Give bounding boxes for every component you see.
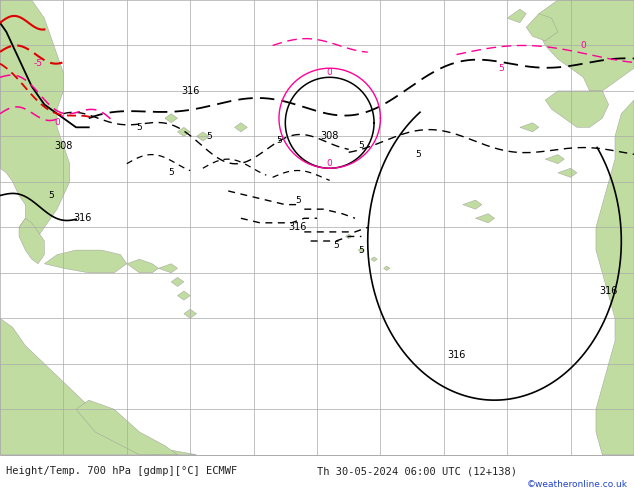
Text: Th 30-05-2024 06:00 UTC (12+138): Th 30-05-2024 06:00 UTC (12+138): [317, 466, 517, 476]
Polygon shape: [520, 123, 539, 132]
Polygon shape: [545, 91, 609, 127]
Text: 316: 316: [600, 286, 618, 296]
Polygon shape: [0, 318, 158, 455]
Text: Height/Temp. 700 hPa [gdmp][°C] ECMWF: Height/Temp. 700 hPa [gdmp][°C] ECMWF: [6, 466, 238, 476]
Polygon shape: [545, 155, 564, 164]
Text: 5: 5: [136, 123, 143, 132]
Text: 5: 5: [48, 191, 54, 200]
Text: 5: 5: [276, 136, 282, 146]
Polygon shape: [0, 0, 70, 241]
Polygon shape: [158, 450, 197, 455]
Polygon shape: [346, 234, 352, 239]
Text: 5: 5: [358, 245, 365, 255]
Polygon shape: [184, 309, 197, 318]
Polygon shape: [178, 127, 190, 136]
Text: 316: 316: [448, 350, 465, 360]
Text: 5: 5: [358, 141, 365, 150]
Polygon shape: [235, 123, 247, 132]
Polygon shape: [526, 14, 558, 41]
Polygon shape: [197, 132, 209, 141]
Text: 316: 316: [289, 222, 307, 232]
Polygon shape: [558, 168, 577, 177]
Polygon shape: [358, 248, 365, 252]
Text: 5: 5: [415, 150, 422, 159]
Text: 308: 308: [55, 141, 72, 150]
Text: 316: 316: [181, 86, 199, 96]
Text: 0: 0: [580, 41, 586, 50]
Text: 0: 0: [327, 159, 333, 168]
Text: 5: 5: [168, 168, 174, 177]
Text: 5: 5: [295, 196, 301, 205]
Text: -5: -5: [34, 59, 42, 68]
Polygon shape: [165, 114, 178, 123]
Polygon shape: [171, 277, 184, 287]
Text: 308: 308: [321, 131, 339, 142]
Text: ©weatheronline.co.uk: ©weatheronline.co.uk: [527, 480, 628, 490]
Text: 316: 316: [74, 213, 91, 223]
Text: 0: 0: [327, 68, 333, 77]
Polygon shape: [158, 264, 178, 273]
Polygon shape: [384, 266, 390, 270]
Polygon shape: [44, 250, 127, 273]
Polygon shape: [507, 9, 526, 23]
Polygon shape: [178, 291, 190, 300]
Text: 5: 5: [206, 132, 212, 141]
Polygon shape: [463, 200, 482, 209]
Text: 0: 0: [54, 118, 60, 127]
Text: 5: 5: [498, 64, 504, 73]
Polygon shape: [596, 100, 634, 455]
Polygon shape: [371, 257, 377, 262]
Polygon shape: [127, 259, 158, 273]
Polygon shape: [76, 400, 178, 455]
Polygon shape: [476, 214, 495, 223]
Text: 5: 5: [333, 241, 339, 250]
Polygon shape: [539, 0, 634, 91]
Polygon shape: [19, 218, 44, 264]
